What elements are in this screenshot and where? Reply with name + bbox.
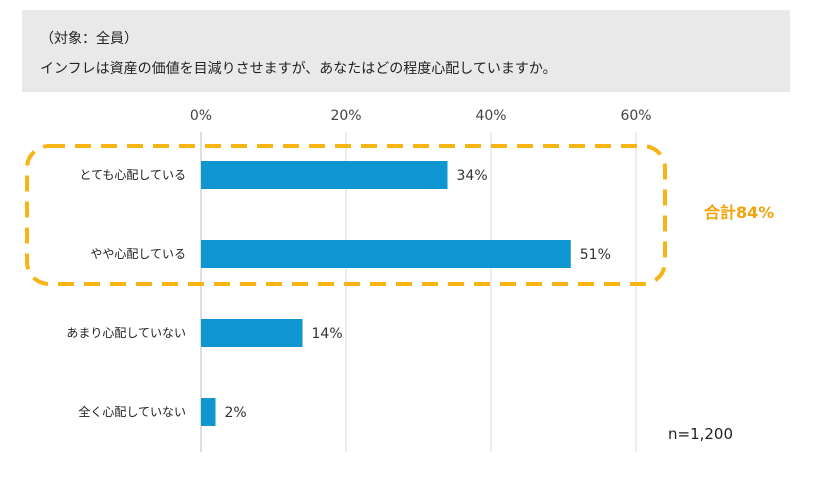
- data-label: 51%: [580, 247, 611, 263]
- survey-target-label: （対象：全員）: [40, 31, 138, 47]
- x-tick-label: 40%: [475, 108, 506, 124]
- survey-question-text: インフレは資産の価値を目減りさせますが、あなたはどの程度心配していますか。: [40, 61, 557, 77]
- bar: [201, 398, 216, 426]
- bar: [201, 319, 303, 347]
- category-label: やや心配している: [90, 247, 186, 261]
- data-label: 2%: [225, 405, 247, 421]
- highlight-total-label: 合計84%: [704, 203, 775, 222]
- category-label: あまり心配していない: [66, 326, 186, 340]
- question-header: （対象：全員） インフレは資産の価値を目減りさせますが、あなたはどの程度心配して…: [22, 10, 790, 92]
- sample-size-note: n=1,200: [668, 425, 734, 443]
- category-label: 全く心配していない: [78, 404, 186, 419]
- x-tick-label: 60%: [620, 108, 651, 124]
- highlight-dashed-frame: [25, 144, 667, 286]
- data-label: 14%: [312, 326, 343, 342]
- data-label: 34%: [457, 168, 488, 184]
- bar: [201, 240, 571, 268]
- x-tick-label: 20%: [330, 108, 361, 124]
- x-tick-label: 0%: [190, 108, 212, 124]
- bar: [201, 161, 448, 189]
- category-label: とても心配している: [79, 168, 186, 182]
